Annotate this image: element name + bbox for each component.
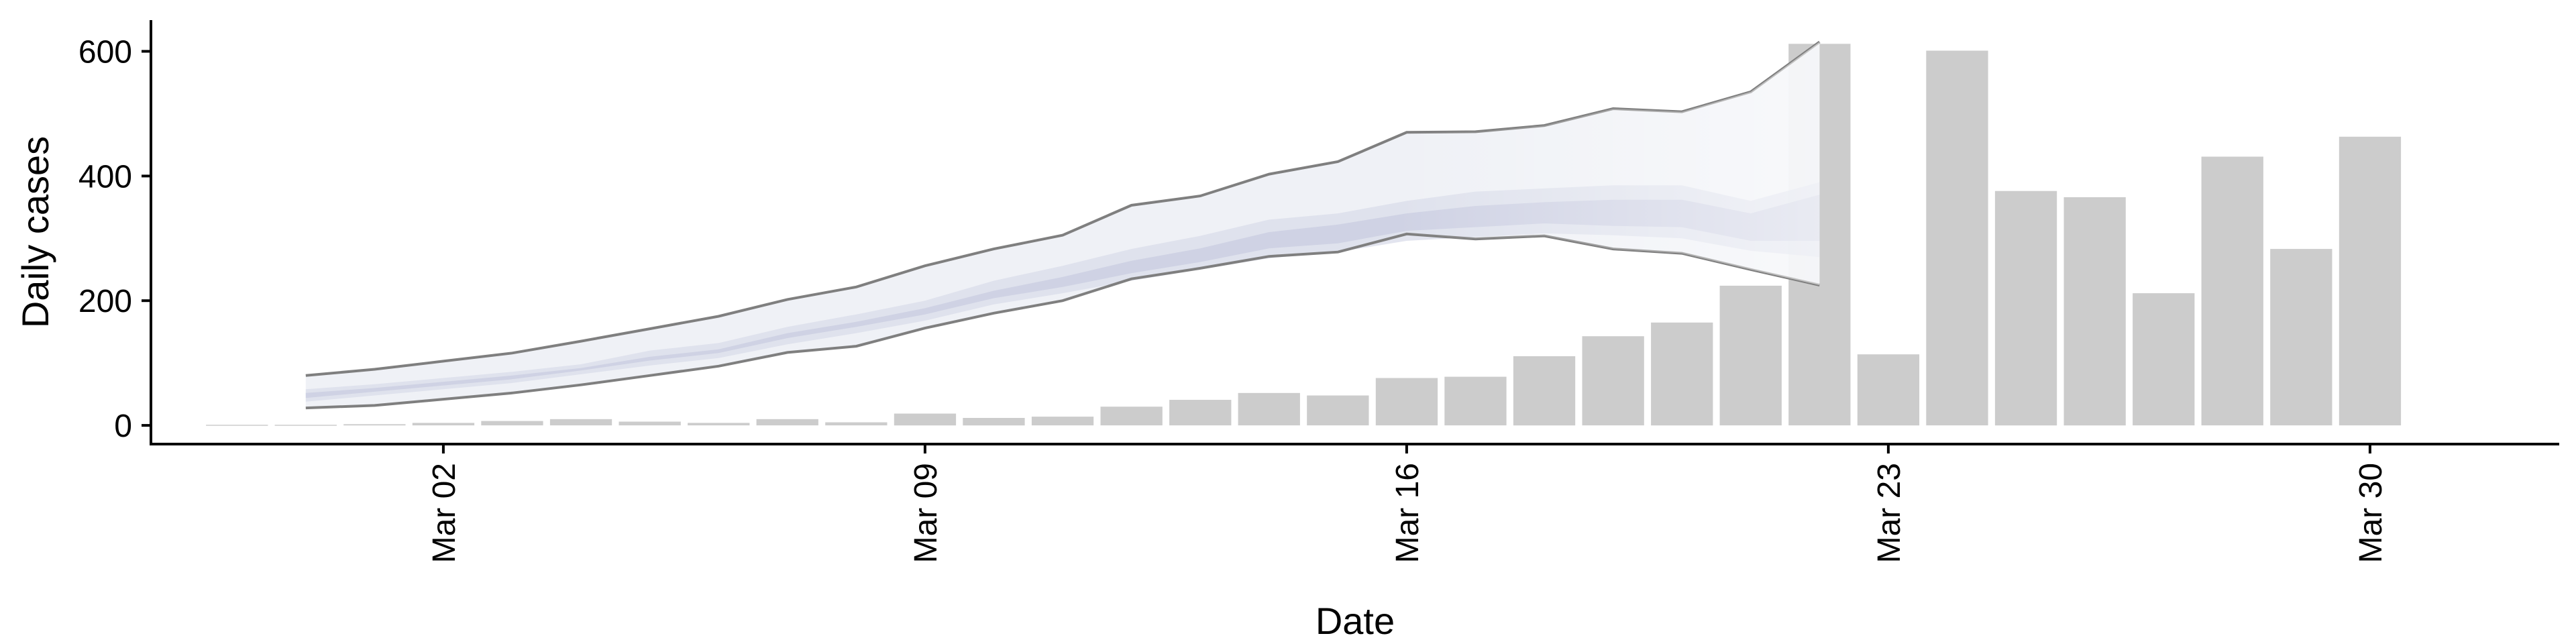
bar-2020-03-28 (2201, 156, 2263, 426)
y-tick-label-0: 0 (114, 409, 132, 444)
bar-2020-02-29 (274, 425, 337, 426)
estimate-ribbon (305, 40, 1821, 410)
bar-2020-03-26 (2063, 197, 2126, 426)
bar-2020-03-02 (412, 423, 475, 426)
bar-2020-03-13 (1169, 400, 1232, 426)
bar-2020-03-10 (963, 418, 1025, 426)
bar-2020-03-21 (1719, 285, 1782, 426)
bar-2020-03-24 (1926, 50, 1988, 426)
bar-2020-03-07 (756, 419, 818, 426)
bar-2020-03-15 (1307, 395, 1369, 426)
bar-2020-03-12 (1100, 407, 1163, 426)
x-tick-label-Mar 30: Mar 30 (2353, 463, 2389, 563)
bar-2020-03-20 (1651, 322, 1713, 426)
y-tick-label-200: 200 (78, 284, 132, 319)
bar-2020-03-30 (2339, 136, 2402, 426)
bar-2020-03-03 (481, 421, 543, 426)
bar-2020-03-19 (1582, 336, 1644, 426)
y-axis-ticks: 0 200 400 600 (78, 35, 151, 444)
bar-2020-03-16 (1375, 378, 1438, 426)
x-axis-ticks: Mar 02 Mar 09 Mar 16 Mar 23 Mar 30 (427, 444, 2389, 563)
x-tick-label-Mar 02: Mar 02 (427, 463, 462, 563)
bar-2020-03-25 (1994, 191, 2057, 426)
y-tick-label-600: 600 (78, 35, 132, 70)
ribbon-fade-overlay (305, 42, 1820, 409)
bar-2020-03-08 (825, 422, 888, 426)
bar-2020-03-23 (1857, 354, 1920, 426)
y-axis-title: Daily cases (14, 136, 56, 328)
bar-2020-03-27 (2133, 293, 2195, 426)
x-axis-title: Date (1316, 600, 1395, 642)
bar-2020-03-06 (688, 423, 750, 426)
bar-2020-03-14 (1238, 392, 1300, 426)
bar-2020-02-28 (206, 425, 268, 426)
bar-2020-03-01 (343, 424, 406, 426)
bar-2020-03-11 (1031, 417, 1094, 426)
bars-layer (206, 44, 2402, 426)
bar-2020-03-18 (1513, 356, 1576, 426)
bar-2020-03-04 (549, 419, 612, 426)
x-tick-label-Mar 16: Mar 16 (1390, 463, 1426, 563)
bar-2020-03-29 (2270, 249, 2332, 426)
x-tick-label-Mar 09: Mar 09 (908, 463, 944, 563)
bar-2020-03-09 (894, 413, 957, 426)
bar-2020-03-05 (619, 421, 681, 426)
bar-2020-03-17 (1444, 376, 1507, 426)
axes: 0 200 400 600 Mar 02 Mar 09 Mar 16 Mar 23 Mar 3… (14, 20, 2559, 642)
y-tick-label-400: 400 (78, 159, 132, 195)
x-tick-label-Mar 23: Mar 23 (1872, 463, 1907, 563)
